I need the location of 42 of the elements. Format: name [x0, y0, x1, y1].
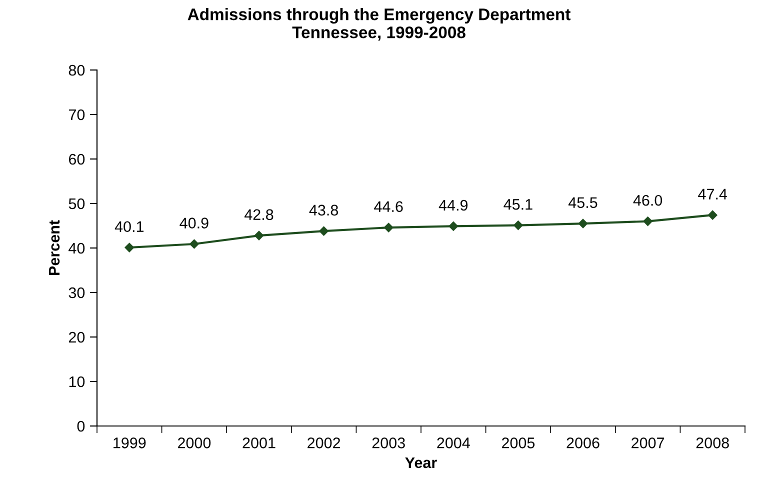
- data-label: 40.9: [180, 218, 208, 228]
- data-label: 44.6: [374, 201, 403, 212]
- y-tick-label: 70: [68, 109, 85, 120]
- data-label: 45.5: [568, 197, 598, 208]
- x-tick-label: 2003: [372, 438, 405, 448]
- x-tick-label: 2000: [178, 438, 211, 448]
- data-label: 45.1: [504, 199, 532, 210]
- x-tick-label: 1999: [114, 438, 146, 448]
- point: [384, 222, 394, 232]
- point: [578, 218, 588, 228]
- x-tick-label: 2007: [632, 438, 664, 448]
- y-tick-label: 30: [68, 287, 85, 298]
- point: [319, 226, 328, 236]
- data-label: 47.4: [698, 188, 728, 200]
- x-axis-title: Year: [405, 457, 437, 468]
- point: [190, 239, 199, 249]
- data-label: 46.0: [633, 194, 662, 206]
- y-axis-title: Percent: [48, 220, 60, 275]
- data-label: 42.8: [244, 209, 274, 220]
- chart-title: Admissions through the Emergency Department Tennessee, 1999-2008: [188, 8, 571, 41]
- point: [643, 216, 652, 226]
- y-tick-label: 20: [68, 332, 85, 343]
- data-label: 40.1: [114, 221, 144, 232]
- data-label: 44.9: [438, 200, 468, 211]
- point: [124, 242, 134, 252]
- y-tick-label: 40: [68, 242, 85, 254]
- x-tick-label: 2001: [242, 438, 276, 448]
- x-tick-label: 2002: [308, 438, 340, 448]
- point: [448, 222, 458, 231]
- y-tick-label: 10: [69, 376, 85, 388]
- point: [514, 220, 523, 230]
- y-tick-label: 50: [68, 198, 85, 210]
- point: [254, 230, 264, 240]
- y-tick-label: 0: [77, 420, 85, 432]
- x-tick-label: 2008: [696, 438, 729, 448]
- x-tick-label: 2004: [437, 438, 470, 448]
- x-tick-label: 2006: [566, 438, 600, 448]
- data-label: 43.8: [309, 204, 338, 216]
- y-tick-label: 80: [68, 64, 85, 76]
- y-tick-label: 60: [68, 154, 85, 165]
- x-tick-label: 2005: [502, 438, 535, 448]
- point: [708, 210, 718, 220]
